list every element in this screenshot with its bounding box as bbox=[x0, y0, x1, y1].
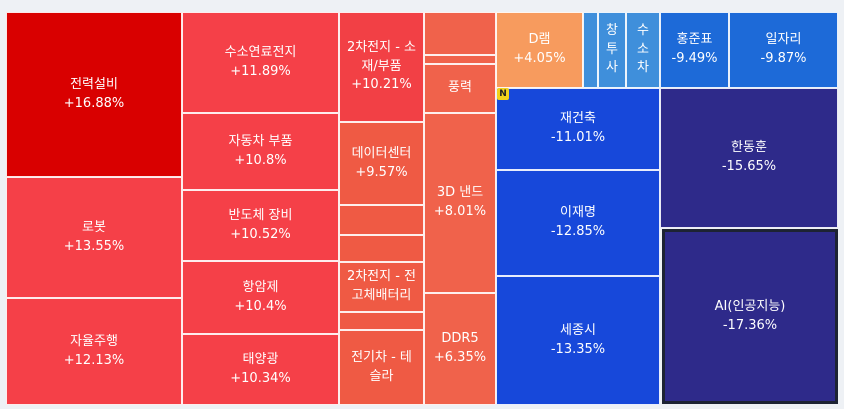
tile-name: 수 소 차 bbox=[637, 22, 649, 76]
tile-change: -11.01% bbox=[550, 130, 606, 145]
tile-unlabeled[interactable] bbox=[339, 312, 424, 330]
new-badge-icon: N bbox=[497, 88, 509, 100]
tile-name: 자동차 부품 bbox=[228, 133, 293, 149]
tile-unlabeled[interactable] bbox=[583, 12, 598, 88]
tile-change: +11.89% bbox=[230, 63, 291, 79]
tile-jobs[interactable]: 일자리 -9.87% bbox=[729, 12, 838, 88]
tile-semiconductor-equipment[interactable]: 반도체 장비 +10.52% bbox=[182, 190, 339, 261]
tile-name: 2차전지 - 소 재/부품 bbox=[346, 39, 417, 74]
tile-change: -12.85% bbox=[550, 224, 606, 239]
tile-ai[interactable]: AI(인공지능) -17.36% bbox=[662, 229, 838, 404]
tile-3d-nand[interactable]: 3D 낸드 +8.01% bbox=[424, 113, 496, 293]
tile-name: 자율주행 bbox=[70, 333, 118, 349]
tile-name: 수소연료전지 bbox=[224, 44, 297, 60]
tile-robot[interactable]: 로봇 +13.55% bbox=[6, 177, 182, 298]
tile-anticancer[interactable]: 항암제 +10.4% bbox=[182, 261, 339, 334]
tile-name: 전력설비 bbox=[70, 76, 118, 92]
tile-name: 세종시 bbox=[560, 322, 596, 338]
tile-hydrogen-fuel-cell[interactable]: 수소연료전지 +11.89% bbox=[182, 12, 339, 113]
tile-name: 태양광 bbox=[242, 351, 279, 367]
tile-name: 반도체 장비 bbox=[228, 207, 293, 223]
tile-change: +10.4% bbox=[234, 298, 287, 314]
tile-dram[interactable]: D램 +4.05% bbox=[496, 12, 583, 88]
tile-autonomous-driving[interactable]: 자율주행 +12.13% bbox=[6, 298, 182, 405]
tile-unlabeled[interactable] bbox=[339, 205, 424, 235]
tile-auto-parts[interactable]: 자동차 부품 +10.8% bbox=[182, 113, 339, 190]
tile-han-donghoon[interactable]: 한동훈 -15.65% bbox=[660, 88, 838, 228]
tile-change: -9.87% bbox=[760, 51, 807, 66]
tile-change: +10.52% bbox=[230, 226, 291, 242]
tile-jeonryeok-seolbi[interactable]: 전력설비 +16.88% bbox=[6, 12, 182, 177]
tile-change: +6.35% bbox=[433, 350, 487, 365]
tile-unlabeled[interactable] bbox=[424, 12, 496, 55]
tile-ddr5[interactable]: DDR5 +6.35% bbox=[424, 293, 496, 405]
tile-solar[interactable]: 태양광 +10.34% bbox=[182, 334, 339, 405]
tile-change: -17.36% bbox=[722, 317, 778, 333]
tile-change: +10.8% bbox=[234, 152, 287, 168]
tile-solid-state-battery[interactable]: 2차전지 - 전 고체배터리 bbox=[339, 262, 424, 312]
tile-name: 이재명 bbox=[560, 205, 596, 221]
tile-change: +8.01% bbox=[433, 204, 487, 219]
tile-venture-capital[interactable]: 창 투 사 bbox=[598, 12, 626, 88]
tile-change: +10.21% bbox=[351, 77, 412, 93]
tile-hydrogen-car[interactable]: 수 소 차 bbox=[626, 12, 660, 88]
tile-ev-tesla[interactable]: 전기차 - 테 슬라 bbox=[339, 330, 424, 405]
tile-name: 홍준표 bbox=[676, 32, 713, 48]
tile-name: 데이터센터 bbox=[351, 145, 412, 161]
tile-name: 로봇 bbox=[82, 219, 106, 235]
tile-unlabeled[interactable] bbox=[424, 55, 496, 64]
tile-reconstruction[interactable]: 재건축 -11.01% bbox=[496, 88, 660, 170]
tile-name: 일자리 bbox=[765, 32, 802, 48]
tile-change: +13.55% bbox=[63, 238, 125, 254]
tile-name: 항암제 bbox=[242, 279, 279, 295]
tile-name: D램 bbox=[528, 32, 551, 48]
tile-change: -15.65% bbox=[721, 159, 777, 174]
tile-wind-power[interactable]: 풍력 bbox=[424, 64, 496, 113]
tile-change: +16.88% bbox=[63, 95, 125, 111]
tile-change: +4.05% bbox=[513, 51, 566, 66]
tile-lee-jaemyung[interactable]: 이재명 -12.85% bbox=[496, 170, 660, 276]
tile-name: AI(인공지능) bbox=[714, 298, 786, 314]
tile-sejong-city[interactable]: 세종시 -13.35% bbox=[496, 276, 660, 405]
tile-name: 3D 낸드 bbox=[436, 185, 484, 201]
tile-name: 풍력 bbox=[448, 80, 472, 96]
tile-hong-junpyo[interactable]: 홍준표 -9.49% bbox=[660, 12, 729, 88]
tile-change: +12.13% bbox=[63, 352, 125, 368]
tile-name: DDR5 bbox=[441, 331, 479, 347]
tile-change: +9.57% bbox=[355, 164, 408, 180]
tile-change: -13.35% bbox=[550, 341, 606, 357]
tile-name: 전기차 - 테 슬라 bbox=[351, 349, 412, 384]
tile-name: 한동훈 bbox=[731, 140, 767, 156]
tile-name: 창 투 사 bbox=[606, 22, 618, 76]
tile-change: -9.49% bbox=[671, 51, 718, 66]
tile-battery-materials[interactable]: 2차전지 - 소 재/부품 +10.21% bbox=[339, 12, 424, 122]
tile-change: +10.34% bbox=[230, 370, 291, 386]
tile-name: 2차전지 - 전 고체배터리 bbox=[346, 269, 417, 303]
tile-name: 재건축 bbox=[560, 111, 596, 127]
tile-unlabeled[interactable] bbox=[339, 235, 424, 262]
tile-data-center[interactable]: 데이터센터 +9.57% bbox=[339, 122, 424, 205]
